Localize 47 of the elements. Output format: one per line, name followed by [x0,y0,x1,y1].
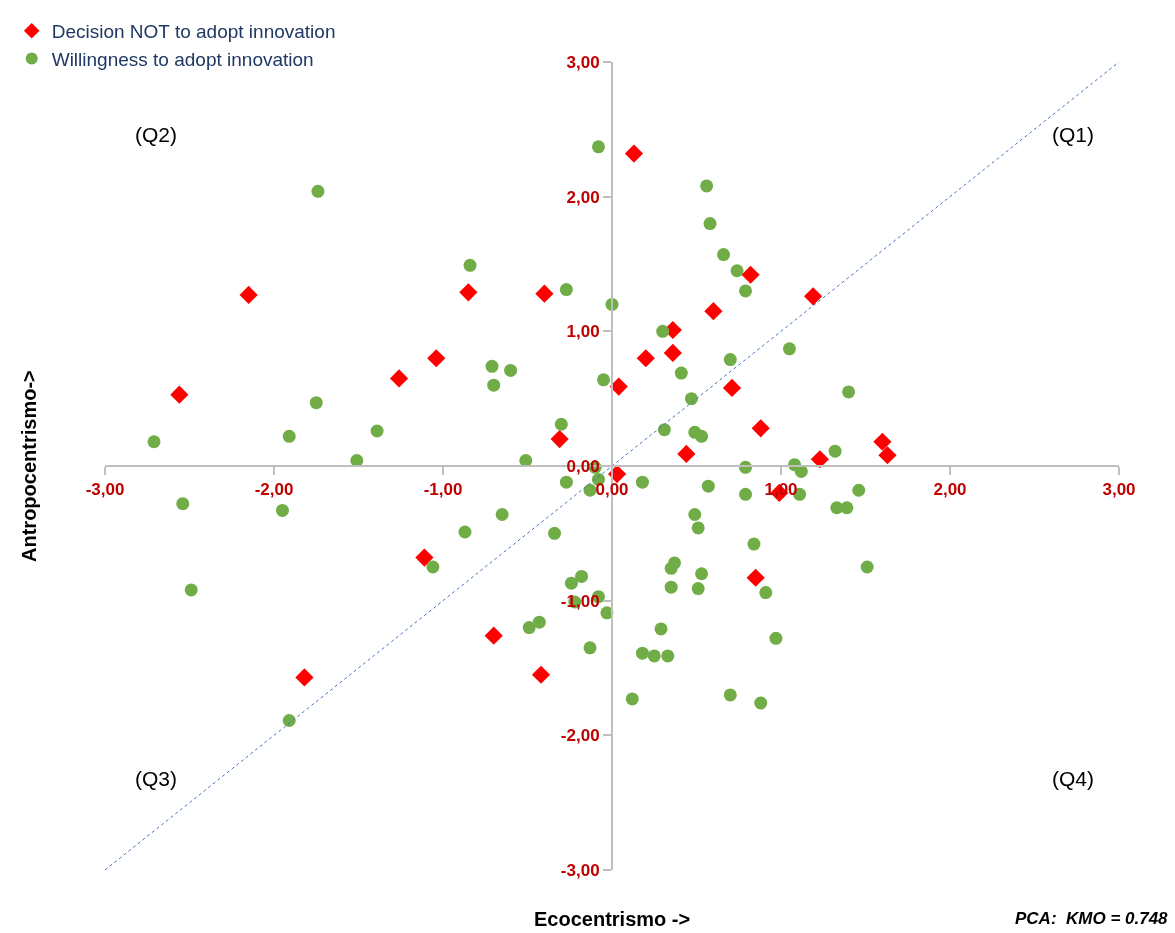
point [609,377,628,396]
x-tick-label: 3,00 [1102,480,1136,500]
y-tick-label: 2,00 [566,187,600,207]
y-tick-label: -3,00 [560,860,600,880]
y-axis-title: Antropocentrismo-> [17,370,40,562]
point [389,369,409,388]
x-tick-label: 2,00 [933,480,967,500]
point [722,378,742,397]
point [804,287,823,306]
annotation: (Q2) [135,123,177,146]
point [427,349,446,368]
y-tick-label: -2,00 [560,726,600,746]
point [878,446,897,465]
point [663,343,682,362]
point [239,285,258,305]
point [873,432,892,451]
point [531,665,551,684]
point [295,668,314,687]
point [636,349,655,368]
point [741,265,760,284]
point [459,283,478,302]
point [484,626,503,645]
point [550,429,569,449]
x-tick-label: 0,00 [595,480,629,500]
point [677,444,696,463]
point [170,385,189,404]
point [535,284,554,303]
legend-label: Willingness to adopt innovation [51,48,314,70]
point [624,144,644,163]
point [746,568,765,587]
point [415,548,434,567]
legend-label: Decision NOT to adopt innovation [51,21,336,43]
point [810,450,829,469]
annotation: (Q4) [1052,767,1094,790]
annotation: (Q3) [135,767,177,790]
point [704,302,723,321]
y-tick-label: 1,00 [566,322,600,342]
x-tick-label: -1,00 [423,480,463,500]
text: PCA: KMO = 0.748 [1015,909,1169,928]
point [751,419,770,438]
y-tick-label: 3,00 [566,52,600,72]
x-tick-label: -2,00 [254,480,294,500]
annotation: (Q1) [1052,123,1094,146]
point [607,464,627,484]
x-tick-label: -3,00 [85,480,125,500]
x-axis-title: Ecocentrismo -> [534,908,691,930]
y-tick-label: 0,00 [566,456,600,476]
